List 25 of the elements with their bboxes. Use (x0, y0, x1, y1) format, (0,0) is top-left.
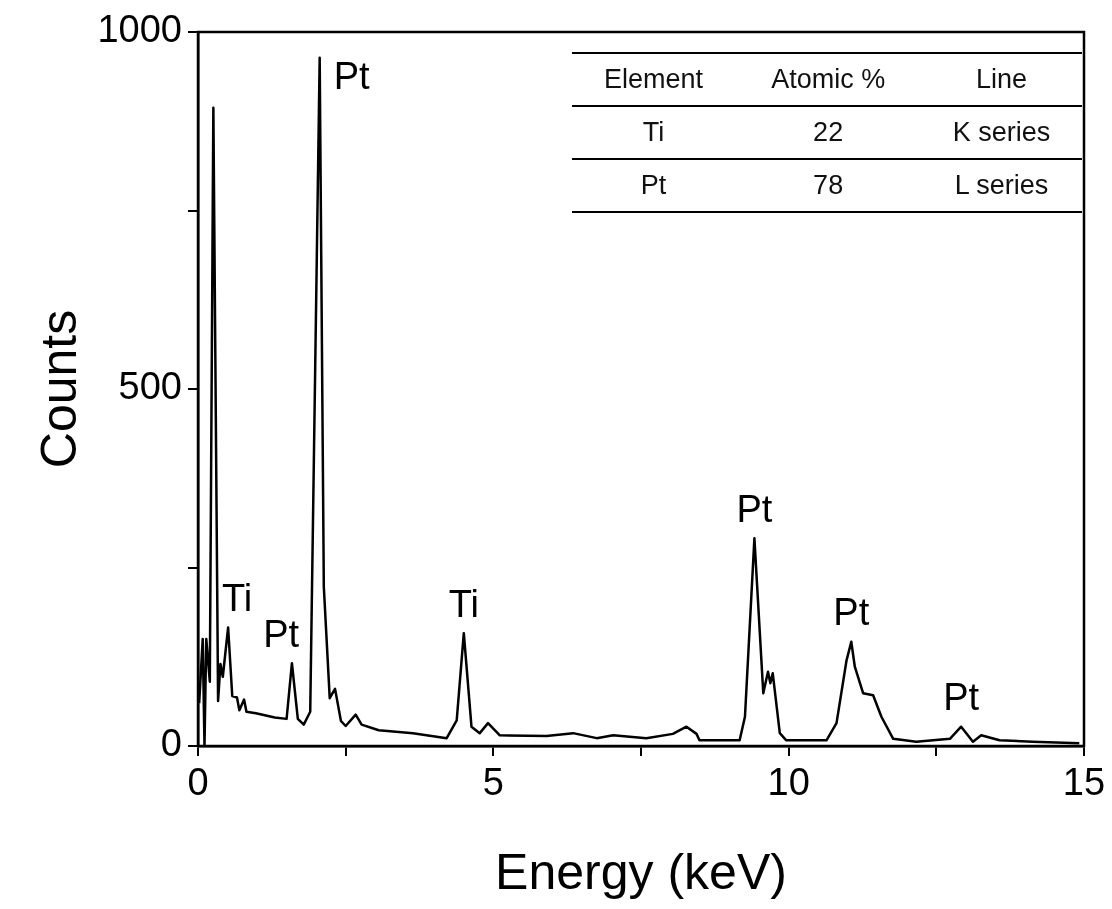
x-tick-label: 5 (482, 761, 504, 804)
data-label: 78 (735, 159, 922, 212)
category-label: L series (954, 170, 1049, 200)
annotation: Ti (222, 576, 253, 619)
y-tick-label: 0 (160, 722, 182, 765)
data-label: 22 (735, 106, 922, 159)
annotation: Pt (943, 676, 980, 719)
x-axis-title: Energy (keV) (495, 843, 787, 900)
annotation: Pt (263, 612, 300, 655)
annotation: Pt (736, 487, 773, 530)
annotation: Ti (448, 582, 479, 625)
x-tick-label: 0 (187, 761, 209, 804)
annotation: Pt (833, 591, 870, 634)
category-label: Ti (572, 106, 736, 159)
y-tick-label: 500 (118, 365, 182, 408)
annotation: Pt (333, 55, 371, 98)
y-tick-label: 1000 (97, 8, 182, 51)
category-label: Pt (572, 159, 736, 212)
category-label: K series (952, 117, 1051, 147)
y-axis-title: Counts (30, 309, 87, 469)
x-tick-label: 10 (767, 761, 810, 804)
annotation: Atomic % (735, 53, 922, 106)
annotation: Element (572, 53, 736, 106)
annotation: Line (921, 53, 1082, 106)
x-tick-label: 15 (1062, 761, 1106, 804)
